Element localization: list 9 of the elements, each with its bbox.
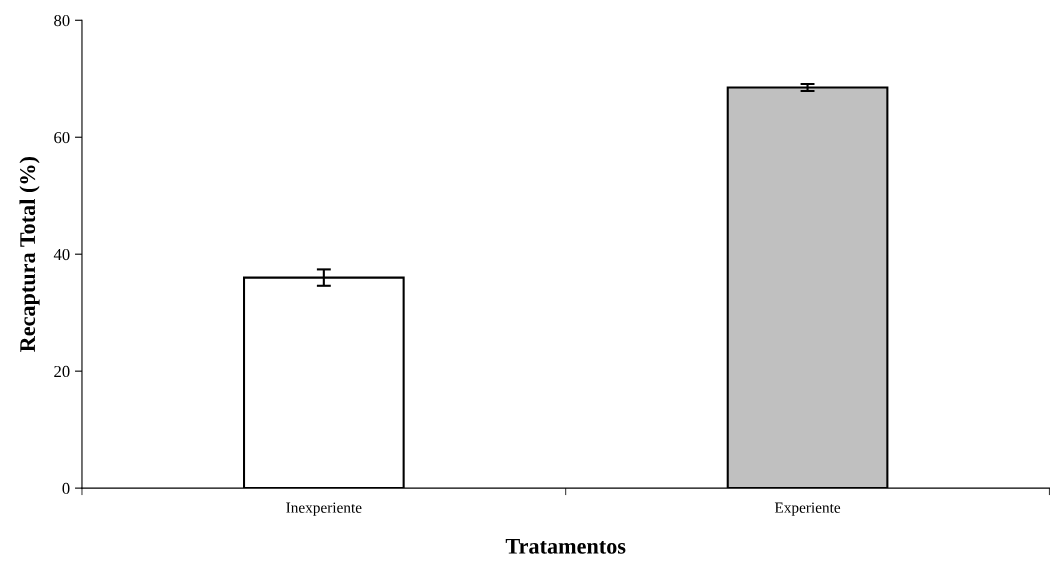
y-tick-label: 60	[54, 131, 70, 144]
y-tick-label: 0	[62, 482, 70, 495]
y-tick-label: 20	[54, 365, 70, 378]
y-tick-label: 80	[54, 14, 70, 27]
x-tick-label: Inexperiente	[286, 502, 362, 516]
x-axis-title: Tratamentos	[505, 538, 626, 554]
y-axis-title: Recaptura Total (%)	[19, 157, 40, 352]
y-tick-label: 40	[53, 248, 70, 261]
x-tick-label: Experiente	[774, 502, 841, 516]
